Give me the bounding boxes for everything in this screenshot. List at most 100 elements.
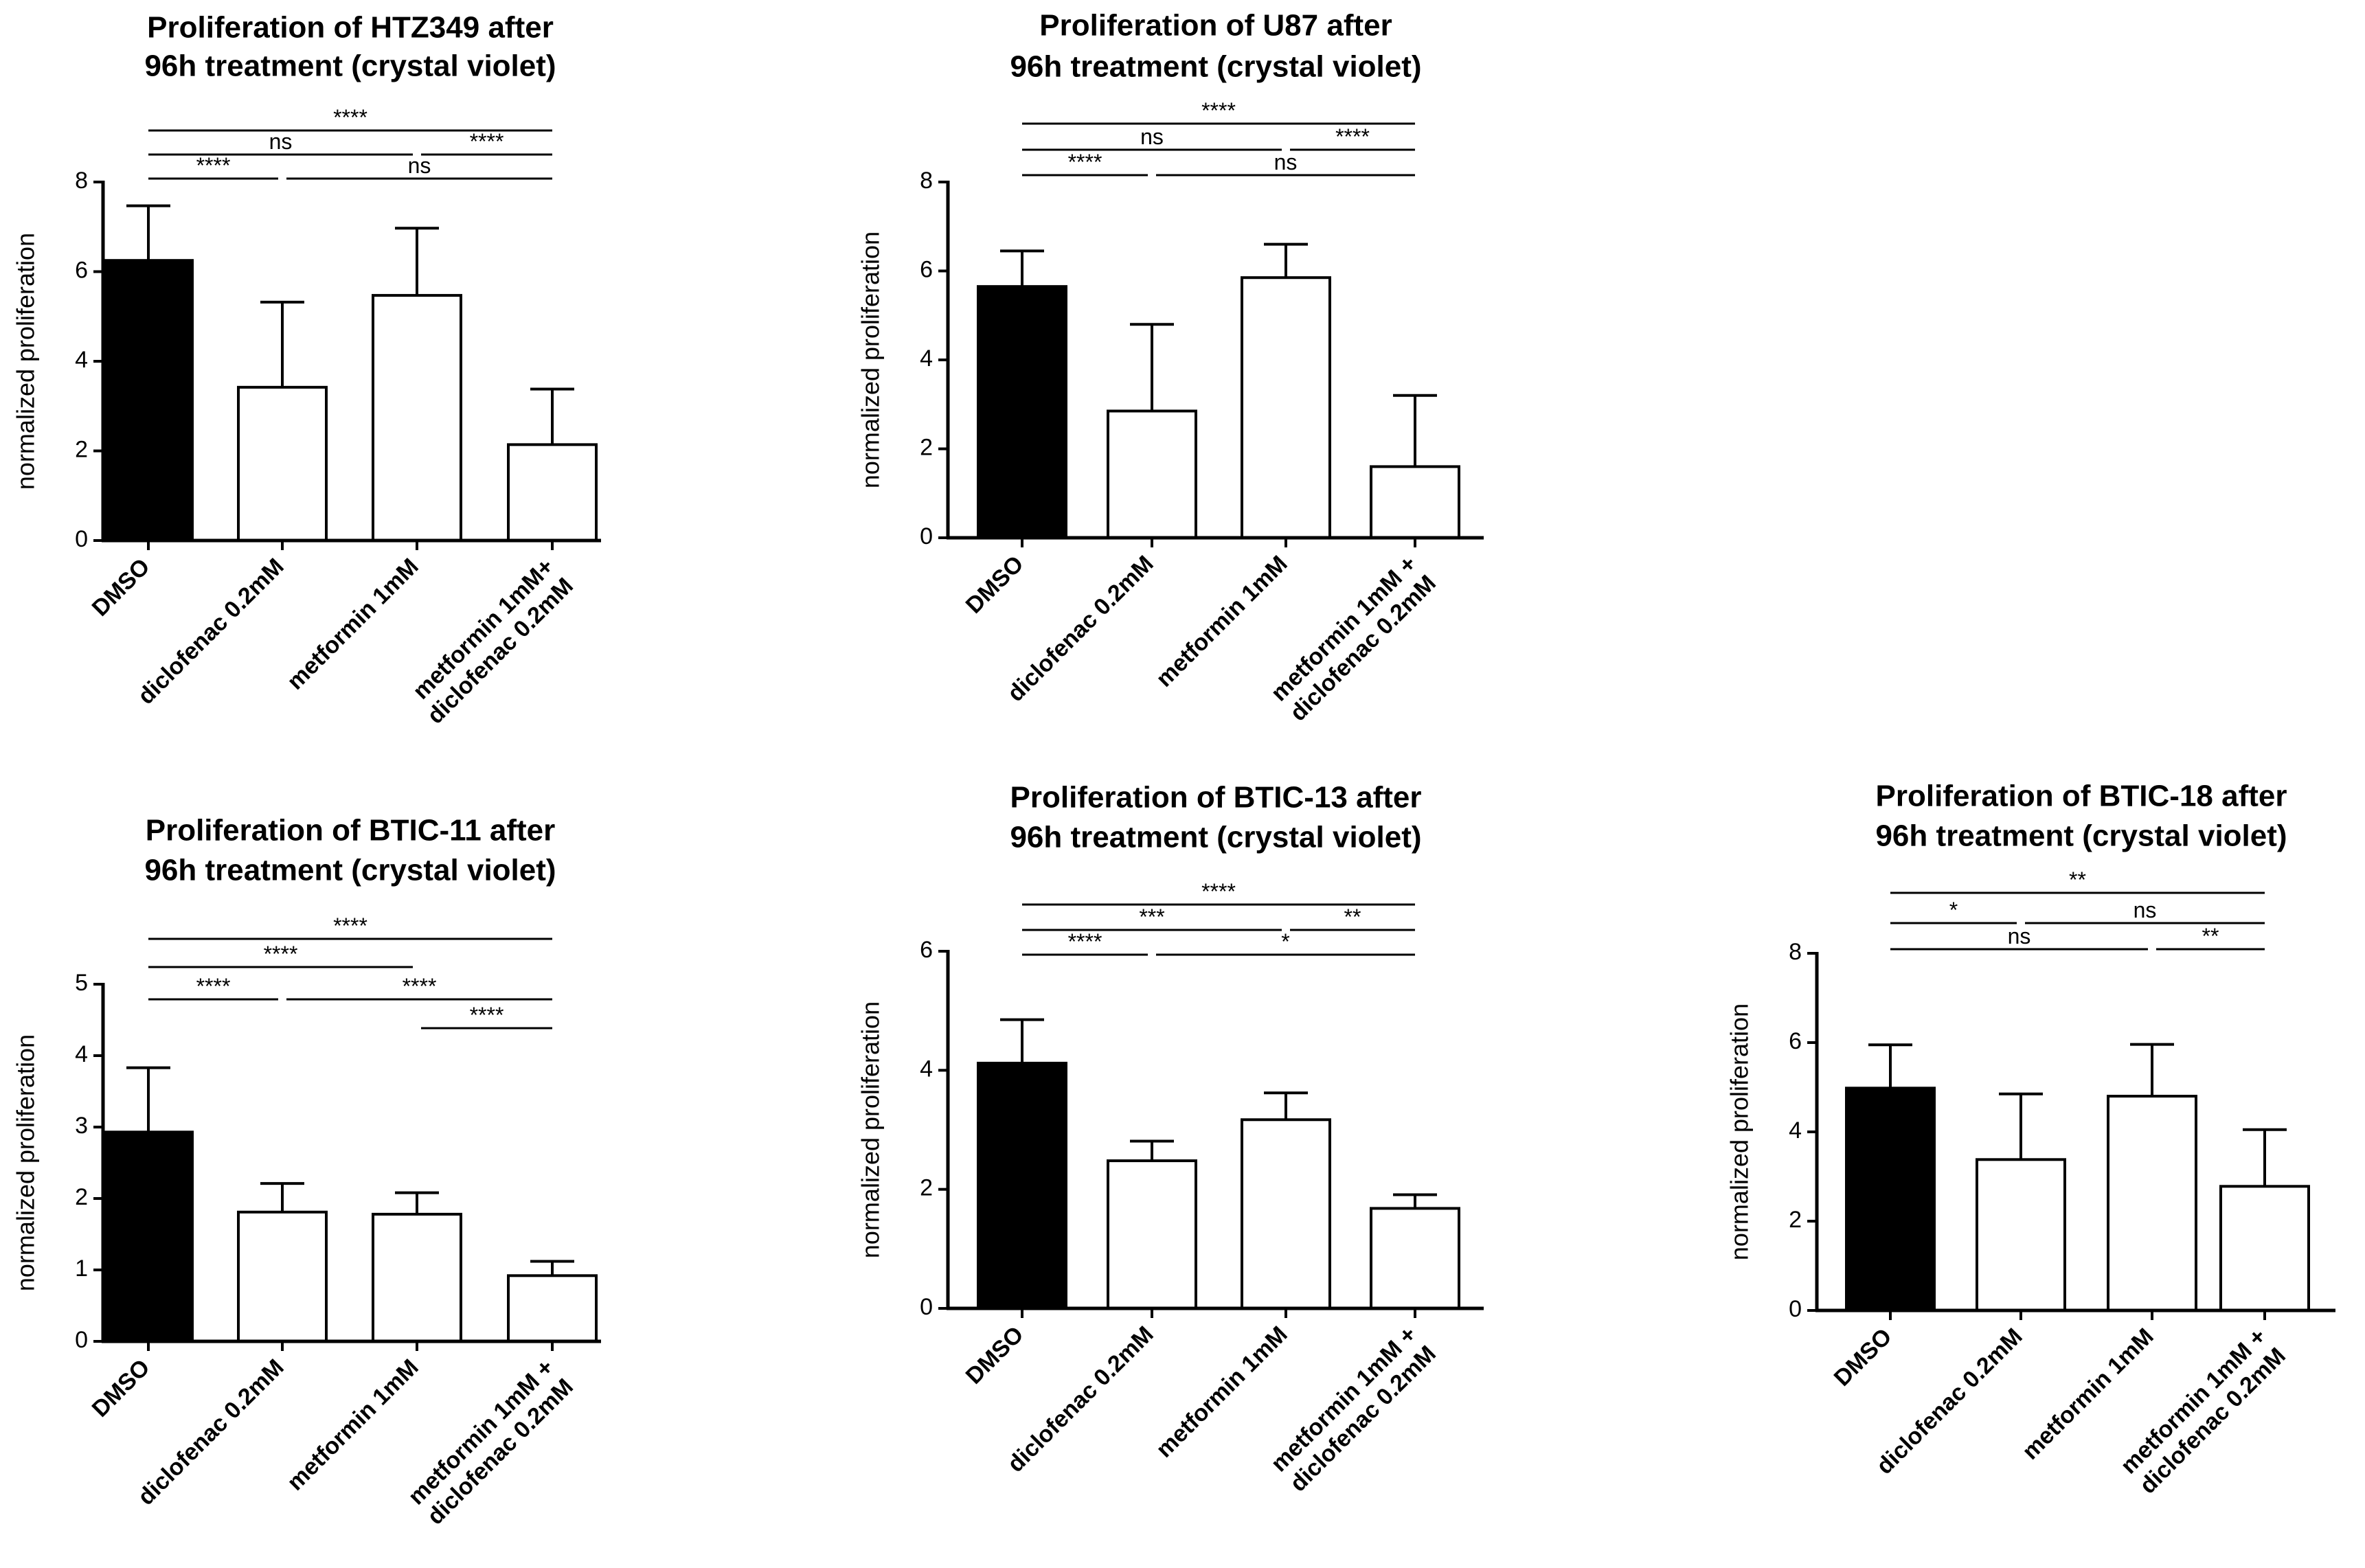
bar <box>507 1274 598 1343</box>
x-tick-label: metformin 1mM <box>282 1354 424 1496</box>
chart-panel: Proliferation of U87 after 96h treatment … <box>857 9 1484 727</box>
x-tick-label-line: DMSO <box>87 1354 155 1422</box>
bar <box>237 1210 328 1343</box>
x-tick-label: metformin 1mM+diclofenac 0.2mM <box>403 554 578 729</box>
significance-label: ns <box>2134 898 2157 922</box>
bar <box>2107 1095 2197 1312</box>
y-tick-label: 3 <box>75 1113 88 1139</box>
y-tick-label: 8 <box>920 168 933 194</box>
significance-label: ns <box>2008 924 2031 948</box>
y-tick-label: 2 <box>920 1175 933 1201</box>
x-tick-label: diclofenac 0.2mM <box>1871 1323 2027 1479</box>
bar <box>1845 1087 1936 1313</box>
significance-label: *** <box>1139 905 1164 929</box>
x-tick-label: DMSO <box>87 1354 155 1422</box>
x-tick-label: DMSO <box>1829 1323 1897 1391</box>
significance-label: ** <box>2069 867 2086 892</box>
x-tick-label: diclofenac 0.2mM <box>133 554 288 709</box>
y-tick-label: 6 <box>920 937 933 963</box>
y-tick-label: 6 <box>1789 1028 1802 1054</box>
significance-label: ns <box>1140 124 1164 149</box>
bar <box>103 259 194 542</box>
bar <box>237 385 328 542</box>
bar <box>1370 465 1460 540</box>
x-tick-label-line: DMSO <box>1829 1323 1897 1391</box>
x-tick-label-line: metformin 1mM <box>1151 1321 1293 1463</box>
bar <box>1241 276 1331 539</box>
x-tick-label: metformin 1mM +diclofenac 0.2mM <box>1265 1321 1441 1497</box>
x-tick-label: DMSO <box>961 1321 1029 1389</box>
significance-label: **** <box>1201 98 1236 123</box>
x-tick-label-line: metformin 1mM <box>282 1354 424 1496</box>
chart-title: 96h treatment (crystal violet) <box>1875 819 2287 853</box>
significance-label: * <box>1949 898 1958 922</box>
y-axis-label: normalized proliferation <box>1725 1003 1754 1260</box>
y-tick-label: 4 <box>1789 1117 1802 1144</box>
y-axis-label: normalized proliferation <box>12 1034 40 1291</box>
significance-label: **** <box>470 1003 504 1027</box>
x-tick-label: metformin 1mM <box>282 554 424 695</box>
significance-label: **** <box>196 153 231 178</box>
chart-panel: Proliferation of HTZ349 after 96h treatme… <box>12 11 601 729</box>
y-tick-label: 4 <box>920 1056 933 1082</box>
significance-label: **** <box>333 913 367 938</box>
bar <box>977 285 1067 539</box>
bar <box>372 294 462 542</box>
chart-title: Proliferation of BTIC-13 after <box>1010 781 1422 815</box>
x-tick-label-line: diclofenac 0.2mM <box>1871 1323 2027 1479</box>
x-tick-label: metformin 1mM <box>1151 551 1293 692</box>
y-tick-label: 6 <box>75 257 88 283</box>
bar <box>977 1061 1067 1310</box>
bar <box>1976 1158 2066 1313</box>
bar <box>1241 1118 1331 1310</box>
y-tick-label: 0 <box>75 526 88 552</box>
significance-label: **** <box>264 942 298 966</box>
y-tick-label: 2 <box>75 436 88 462</box>
significance-label: **** <box>196 974 231 999</box>
y-tick-label: 5 <box>75 970 88 996</box>
y-axis-label: normalized proliferation <box>12 233 40 490</box>
significance-label: **** <box>1335 124 1370 149</box>
chart-panel: Proliferation of BTIC-11 after 96h treatm… <box>12 814 601 1530</box>
y-tick-label: 0 <box>75 1327 88 1353</box>
x-tick-label-line: metformin 1mM <box>1151 551 1293 692</box>
x-tick-label: DMSO <box>87 554 155 622</box>
y-tick-label: 4 <box>75 347 88 373</box>
chart-title: 96h treatment (crystal violet) <box>1010 50 1421 84</box>
y-axis-label: normalized proliferation <box>857 231 885 488</box>
significance-label: **** <box>333 105 367 130</box>
x-tick-label-line: metformin 1mM <box>282 554 424 695</box>
y-axis-label: normalized proliferation <box>857 1001 885 1258</box>
bar <box>1107 1159 1197 1310</box>
significance-label: **** <box>403 974 437 999</box>
y-tick-label: 0 <box>920 1294 933 1320</box>
y-tick-label: 6 <box>920 256 933 282</box>
x-tick-label: DMSO <box>961 551 1029 619</box>
x-tick-label-line: diclofenac 0.2mM <box>133 1354 288 1510</box>
x-tick-label-line: DMSO <box>961 551 1029 619</box>
significance-label: **** <box>1068 150 1102 174</box>
significance-label: ns <box>408 153 431 178</box>
chart-panel: Proliferation of BTIC-18 after 96h treatm… <box>1725 780 2335 1499</box>
bar <box>2219 1185 2310 1313</box>
x-tick-label: metformin 1mM <box>1151 1321 1293 1463</box>
chart-title: 96h treatment (crystal violet) <box>144 49 556 83</box>
x-tick-label-line: diclofenac 0.2mM <box>133 554 288 709</box>
x-tick-label: diclofenac 0.2mM <box>1002 1321 1158 1477</box>
x-tick-label-line: DMSO <box>961 1321 1029 1389</box>
bar <box>1370 1207 1460 1310</box>
bar <box>103 1130 194 1343</box>
significance-label: ** <box>1344 905 1361 929</box>
y-tick-label: 4 <box>75 1041 88 1067</box>
chart-title: 96h treatment (crystal violet) <box>144 854 556 887</box>
significance-label: * <box>1281 929 1289 954</box>
x-tick-label: metformin 1mM +diclofenac 0.2mM <box>1265 551 1441 727</box>
chart-title: Proliferation of HTZ349 after <box>147 11 554 45</box>
chart-title: Proliferation of U87 after <box>1039 9 1392 43</box>
y-tick-label: 1 <box>75 1255 88 1282</box>
y-tick-label: 2 <box>920 434 933 460</box>
chart-panel: Proliferation of BTIC-13 after 96h treatm… <box>857 781 1484 1497</box>
y-tick-label: 2 <box>75 1184 88 1210</box>
x-tick-label-line: diclofenac 0.2mM <box>1002 1321 1158 1477</box>
